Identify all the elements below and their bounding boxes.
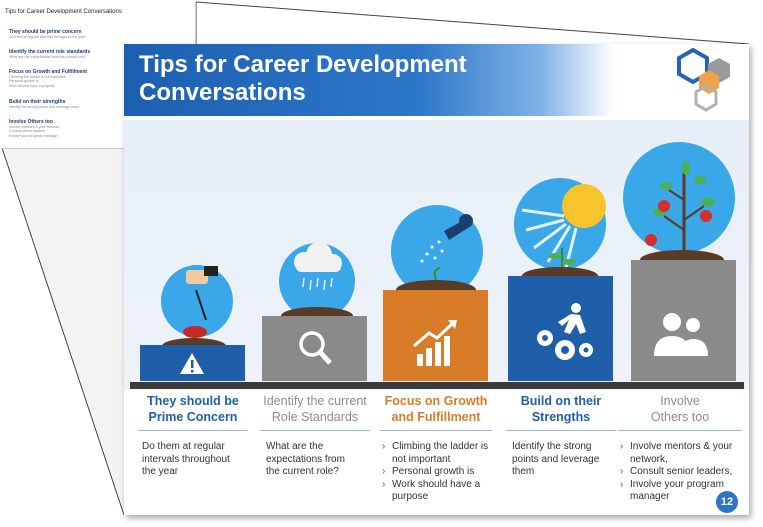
column-body: Involve mentors & your network, Consult … [618, 441, 742, 504]
title-banner: Tips for Career Development Conversation… [124, 44, 614, 116]
slide-title-line: Conversations [139, 79, 306, 106]
people-icon [654, 313, 708, 356]
column-body: Climbing the ladder is not important Per… [380, 441, 492, 504]
bullet-item: Involve mentors & your network, [618, 441, 742, 466]
page-number-badge: 12 [716, 491, 738, 513]
step-strengths [508, 178, 613, 381]
column-heading-line: Build on their [520, 394, 602, 408]
thumbnail-item: Focus on Growth and Fulfillment Climbing… [9, 69, 189, 88]
thumbnail-item: Identify the current role standards What… [9, 49, 189, 59]
thumbnail-item: They should be prime concern Do them at … [9, 29, 189, 39]
sun-icon [562, 184, 606, 228]
bullet-item: Climbing the ladder is not important [380, 441, 492, 466]
column-heading-line: Involve [660, 394, 700, 408]
thumbnail-item-line: Do them at regular intervals throughout … [9, 35, 86, 39]
magnifier-icon [299, 331, 325, 357]
divider [506, 430, 616, 431]
rain-icon [302, 277, 333, 291]
thumbnail-item-heading: Focus on Growth and Fulfillment [9, 69, 88, 75]
funnel-line-bottom [1, 147, 125, 516]
step-role-standards [262, 242, 367, 381]
bullet-item: Work should have a purpose [380, 479, 492, 504]
slide-title: Tips for Career Development Conversation… [139, 51, 467, 107]
column-body: Do them at regular intervals throughout … [142, 441, 230, 477]
slide-title-line: Tips for Career Development [139, 51, 467, 78]
ground-bar [130, 382, 744, 389]
thumbnail-item-line: Work should have a purpose [9, 83, 55, 88]
divider [260, 430, 370, 431]
thumbnail-item: Build on their strengths Identify the st… [9, 99, 189, 109]
bullet-item: Consult senior leaders, [618, 466, 742, 479]
trowel-icon [183, 326, 207, 338]
column-involve-others: Involve Others too Involve mentors & you… [618, 393, 742, 504]
thumbnail-item-heading: Identify the current role standards [9, 49, 91, 55]
divider [618, 430, 742, 431]
column-heading: Identify the current Role Standards [260, 393, 370, 425]
column-body: What are the expectations from the curre… [266, 441, 345, 477]
sun-rays [521, 208, 578, 269]
column-heading: Focus on Growth and Fulfillment [380, 393, 492, 425]
step-prime-concern [140, 265, 245, 381]
column-heading: Involve Others too [618, 393, 742, 425]
slide: Tips for Career Development Conversation… [124, 44, 749, 515]
thumbnail-item-line: Identify the strong points and leverage … [9, 105, 79, 109]
column-heading: They should be Prime Concern [138, 393, 248, 425]
bullet-item: Personal growth is [380, 466, 492, 479]
step-growth-fulfillment [383, 205, 488, 381]
thumbnail-item-heading: They should be prime concern [9, 29, 82, 35]
thumbnail-item-line: Consult senior leaders [9, 129, 45, 134]
column-heading: Build on their Strengths [506, 393, 616, 425]
column-heading-line: Strengths [531, 410, 591, 424]
thumbnail-item-line: Involve your program manager [9, 133, 58, 138]
column-heading-line: Identify the current [263, 394, 367, 408]
thumbnail-item-line: Climbing the ladder is not important [9, 75, 66, 79]
column-heading-line: Role Standards [271, 410, 359, 424]
thumbnail-title: Tips for Career Development Conversation… [5, 9, 122, 15]
cloud-icon [294, 242, 342, 272]
step-involve-others [623, 142, 736, 381]
column-heading-line: They should be [147, 394, 239, 408]
hand-icon [186, 270, 208, 284]
column-heading-line: and Fulfillment [391, 410, 481, 424]
funnel-line-top [195, 1, 750, 45]
column-role-standards: Identify the current Role Standards What… [260, 393, 370, 479]
thumbnail-item-line: Involve mentors & your network [9, 125, 60, 129]
career-steps-illustration [140, 142, 736, 381]
column-heading-line: Others too [650, 410, 710, 424]
thumbnail-item-line: Personal growth is [9, 79, 39, 84]
water-drops [420, 240, 444, 263]
column-heading-line: Focus on Growth [384, 394, 488, 408]
column-body: Identify the strong points and leverage … [512, 441, 600, 477]
thumbnail-item-heading: Involve Others too [9, 119, 53, 125]
column-prime-concern: They should be Prime Concern Do them at … [138, 393, 248, 479]
column-strengths: Build on their Strengths Identify the st… [506, 393, 616, 479]
thumbnail-item: Involve Others too Involve mentors & you… [9, 119, 189, 138]
bullet-item: Involve your program manager [618, 479, 742, 504]
thumbnail-item-heading: Build on their strengths [9, 99, 66, 105]
thumbnail-item-line: What are the expectations from the curre… [9, 55, 87, 59]
hexagon-logo-icon [677, 48, 730, 112]
growth-chart-icon [417, 336, 450, 366]
column-growth-fulfillment: Focus on Growth and Fulfillment Climbing… [380, 393, 492, 504]
column-heading-line: Prime Concern [148, 410, 238, 424]
divider [380, 430, 492, 431]
watering-can-icon [444, 214, 473, 240]
divider [138, 430, 248, 431]
